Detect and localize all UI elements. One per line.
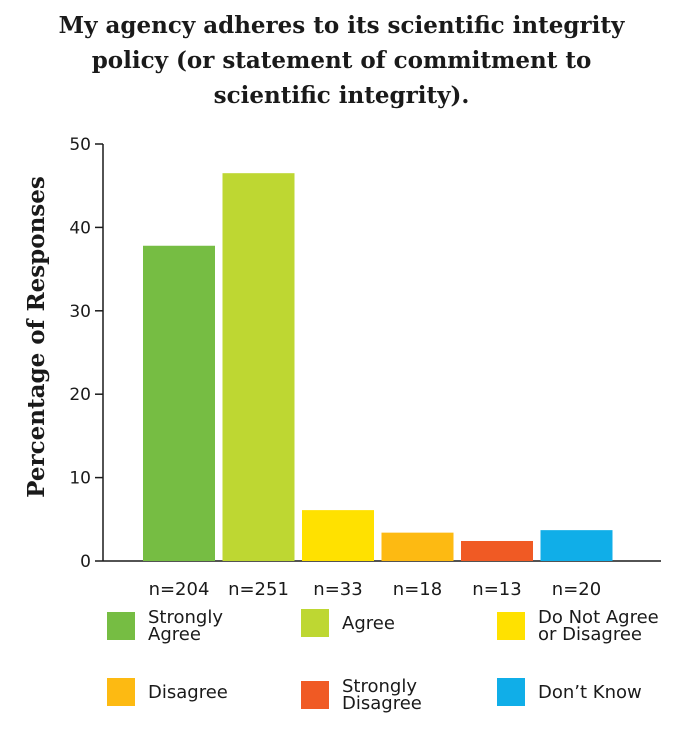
legend-item: Strongly Agree	[107, 607, 278, 645]
y-axis-label: Percentage of Responses	[23, 176, 50, 498]
y-tick-label: 30	[69, 302, 91, 322]
y-tick-label: 50	[69, 135, 91, 155]
bar-chart: 0 10 20 30 40 50 n=204 n=251 n=33 n=18 n=13 n=20 Pe…	[23, 135, 661, 600]
chart-title-line-2: policy (or statement of commitment to	[91, 47, 592, 74]
bar	[461, 540, 533, 561]
legend-swatch	[301, 681, 329, 709]
y-tick-label: 40	[69, 218, 91, 238]
y-tick-label: 10	[69, 469, 91, 489]
bar	[143, 245, 215, 562]
chart-title-line-1: My agency adheres to its scientific inte…	[58, 12, 625, 39]
bar	[222, 173, 295, 561]
bar	[302, 510, 374, 561]
legend-label: Disagree	[148, 681, 228, 703]
x-tick-label: n=251	[228, 579, 289, 600]
chart-title: My agency adheres to its scientific inte…	[0, 8, 683, 113]
legend-item: Strongly Disagree	[301, 676, 472, 714]
bar	[381, 532, 454, 561]
bar	[540, 530, 613, 561]
legend-item: Do Not Agree or Disagree	[497, 607, 678, 645]
legend-item: Disagree	[107, 678, 278, 706]
legend-swatch	[497, 612, 525, 640]
chart-marks: 0 10 20 30 40 50 n=204 n=251 n=33 n=18 n=13 n=20	[69, 135, 661, 600]
legend-swatch	[301, 609, 329, 637]
legend-label: Don’t Know	[538, 681, 642, 703]
legend-swatch	[107, 678, 135, 706]
x-tick-label: n=20	[552, 579, 601, 600]
legend-swatch	[497, 678, 525, 706]
legend-item: Don’t Know	[497, 678, 678, 706]
legend-label: Do Not Agree or Disagree	[538, 607, 659, 645]
legend-item: Agree	[301, 609, 472, 637]
x-tick-label: n=33	[313, 579, 362, 600]
x-tick-label: n=204	[149, 579, 210, 600]
y-tick-label: 0	[80, 552, 91, 572]
legend-swatch	[107, 612, 135, 640]
x-tick-label: n=18	[393, 579, 442, 600]
x-tick-label: n=13	[472, 579, 521, 600]
chart-title-line-3: scientific integrity).	[213, 82, 470, 109]
legend-label: Agree	[342, 612, 395, 634]
y-tick-label: 20	[69, 385, 91, 405]
legend-label: Strongly Disagree	[342, 676, 422, 714]
legend-label: Strongly Agree	[148, 607, 223, 645]
